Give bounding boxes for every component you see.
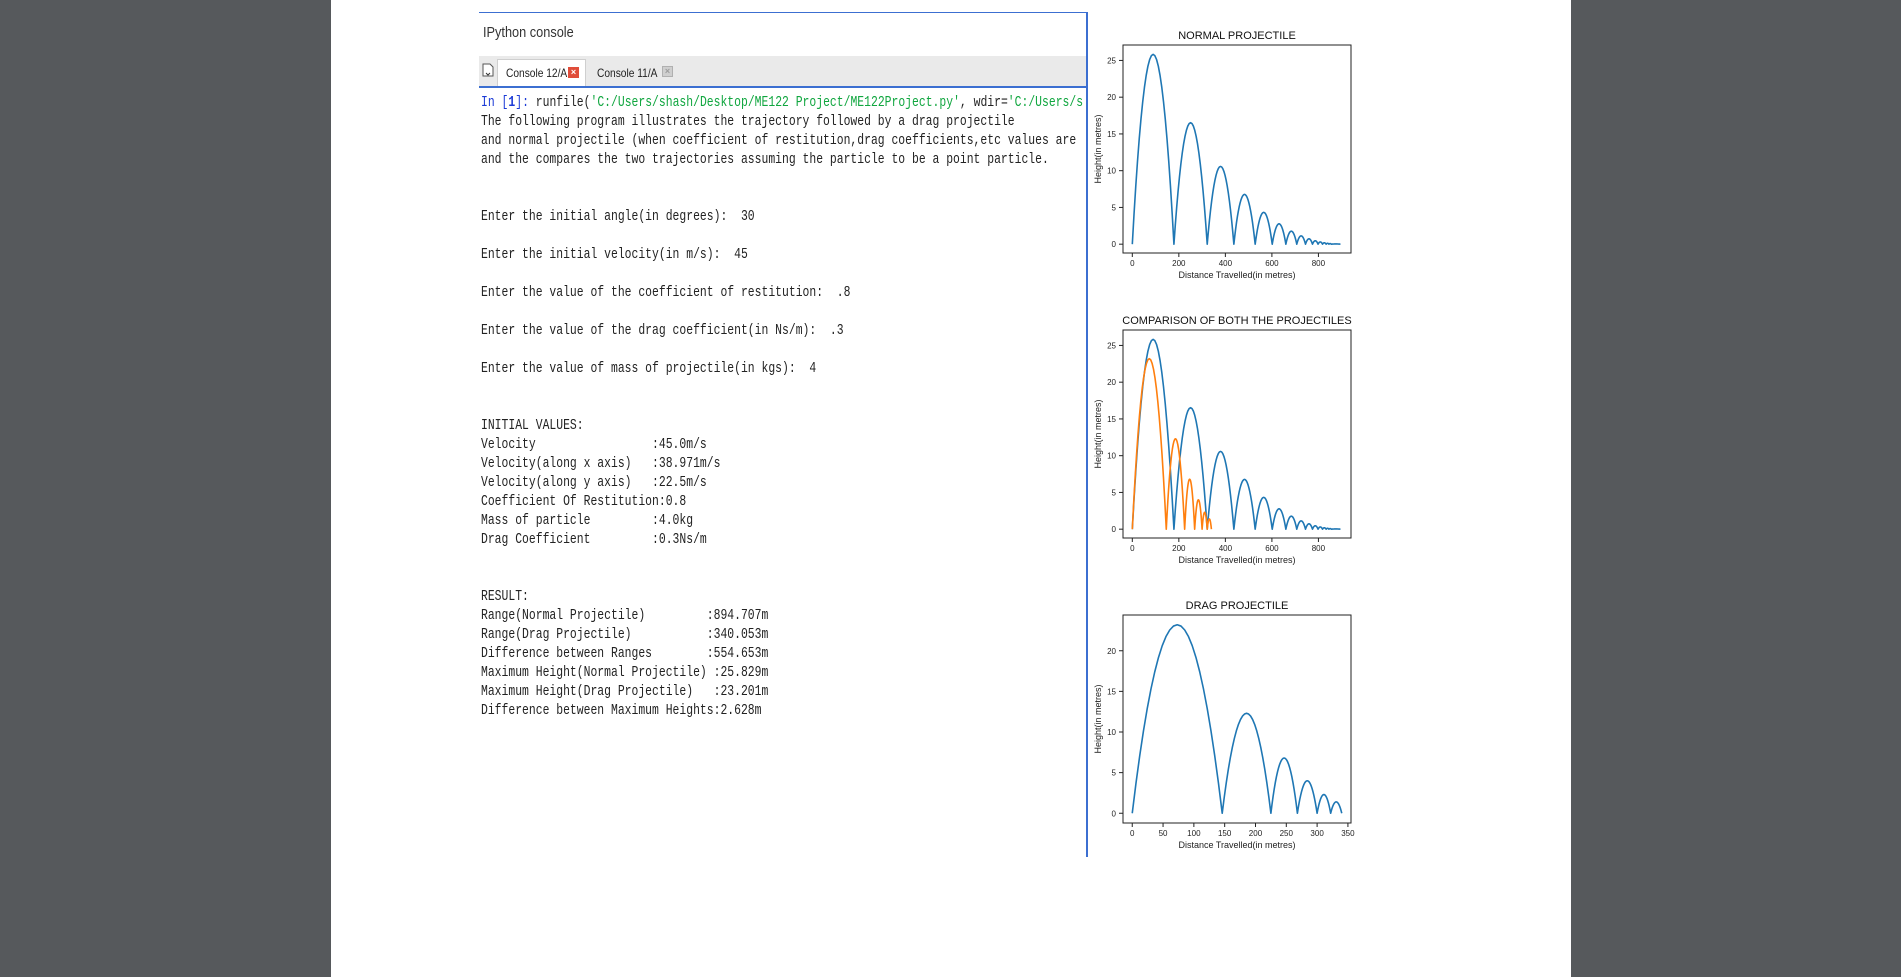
chart-title: DRAG PROJECTILE [1186, 600, 1289, 612]
intro-line: The following program illustrates the tr… [481, 113, 1015, 130]
x-tick-label: 0 [1130, 259, 1135, 268]
initial-value-line: Coefficient Of Restitution:0.8 [481, 493, 687, 510]
y-tick-label: 5 [1112, 203, 1117, 212]
runfile-wdir: 'C:/Users/shash/Desk [1007, 94, 1084, 111]
prompt-close: ]: [515, 94, 536, 111]
y-tick-label: 10 [1107, 452, 1116, 461]
series-line-2 [1131, 357, 1213, 530]
y-tick-label: 0 [1112, 809, 1117, 818]
input-line: Enter the initial velocity(in m/s): 45 [481, 246, 748, 263]
x-tick-label: 250 [1280, 829, 1294, 838]
tab-label: Console 11/A [597, 65, 658, 80]
close-icon[interactable]: × [662, 66, 673, 77]
x-tick-label: 400 [1219, 259, 1233, 268]
plot-area-frame [1122, 44, 1352, 254]
x-axis-label: Distance Travelled(in metres) [1178, 840, 1295, 850]
panel-splitter[interactable] [1086, 12, 1088, 857]
tab-console-11a[interactable]: Console 11/A × [589, 59, 679, 86]
series-line-1 [1131, 623, 1343, 815]
y-axis-label: Height(in metres) [1093, 399, 1103, 468]
result-line: Range(Normal Projectile) :894.707m [481, 607, 769, 624]
document-page [331, 0, 1571, 977]
y-axis-label: Height(in metres) [1093, 114, 1103, 183]
input-line: Enter the initial angle(in degrees): 30 [481, 208, 755, 225]
x-tick-label: 400 [1219, 544, 1233, 553]
chart-title: COMPARISON OF BOTH THE PROJECTILES [1122, 315, 1351, 327]
input-line: Enter the value of the drag coefficient(… [481, 322, 844, 339]
runfile-path: 'C:/Users/shash/Desktop/ME122 Project/ME… [590, 94, 960, 111]
x-tick-label: 100 [1187, 829, 1201, 838]
y-tick-label: 0 [1112, 240, 1117, 249]
new-console-icon[interactable] [482, 63, 494, 77]
x-tick-label: 0 [1130, 544, 1135, 553]
panel-top-border [479, 12, 1087, 13]
y-tick-label: 5 [1112, 488, 1117, 497]
y-tick-label: 20 [1107, 647, 1116, 656]
initial-value-line: Velocity(along x axis) :38.971m/s [481, 455, 721, 472]
runfile-sep: , wdir= [959, 94, 1008, 111]
x-tick-label: 300 [1310, 829, 1324, 838]
series-line-1 [1131, 53, 1341, 245]
tab-console-12a[interactable]: Console 12/A × [497, 59, 586, 86]
y-tick-label: 15 [1107, 130, 1116, 139]
y-tick-label: 25 [1107, 56, 1116, 65]
console-tab-bar: Console 12/A × Console 11/A × [479, 56, 1086, 88]
x-tick-label: 350 [1341, 829, 1355, 838]
y-tick-label: 20 [1107, 93, 1116, 102]
initial-value-line: Velocity :45.0m/s [481, 436, 707, 453]
plot-area-frame [1122, 329, 1352, 539]
panel-title: IPython console [483, 24, 574, 41]
y-tick-label: 15 [1107, 687, 1116, 696]
x-tick-label: 150 [1218, 829, 1232, 838]
tab-label: Console 12/A [506, 66, 568, 80]
result-line: Difference between Maximum Heights:2.628… [481, 702, 762, 719]
y-tick-label: 5 [1112, 769, 1117, 778]
ipython-console-panel: IPython console Console 12/A × Console 1… [479, 12, 1088, 857]
chart-1: NORMAL PROJECTILE 0 200 400 600 800 0 5 10 15 20 25… [1093, 30, 1352, 280]
x-tick-label: 200 [1172, 259, 1186, 268]
x-axis-label: Distance Travelled(in metres) [1178, 555, 1295, 565]
y-tick-label: 20 [1107, 378, 1116, 387]
result-line: Maximum Height(Drag Projectile) :23.201m [481, 683, 769, 700]
series-line-1 [1131, 338, 1341, 530]
x-tick-label: 600 [1265, 544, 1279, 553]
x-tick-label: 800 [1312, 544, 1326, 553]
prompt-number: 1 [508, 94, 516, 111]
initial-value-line: Mass of particle :4.0kg [481, 512, 694, 529]
y-axis-label: Height(in metres) [1093, 684, 1103, 753]
y-tick-label: 10 [1107, 728, 1116, 737]
result-header: RESULT: [481, 588, 529, 605]
x-tick-label: 0 [1130, 829, 1135, 838]
initial-value-line: Drag Coefficient :0.3Ns/m [481, 531, 707, 548]
x-tick-label: 200 [1172, 544, 1186, 553]
x-axis-label: Distance Travelled(in metres) [1178, 270, 1295, 280]
x-tick-label: 50 [1159, 829, 1168, 838]
result-line: Range(Drag Projectile) :340.053m [481, 626, 769, 643]
chart-3: DRAG PROJECTILE 0 50 100 150 200 250 300 350 0 5 10… [1093, 600, 1355, 850]
prompt-in: In [ [481, 94, 509, 111]
runfile-call: runfile( [535, 94, 591, 111]
chart-title: NORMAL PROJECTILE [1178, 30, 1296, 42]
y-tick-label: 15 [1107, 415, 1116, 424]
y-tick-label: 0 [1112, 525, 1117, 534]
result-line: Maximum Height(Normal Projectile) :25.82… [481, 664, 769, 681]
y-tick-label: 25 [1107, 341, 1116, 350]
plot-area-frame [1122, 614, 1352, 824]
x-tick-label: 200 [1249, 829, 1263, 838]
initial-values-header: INITIAL VALUES: [481, 417, 584, 434]
x-tick-label: 800 [1312, 259, 1326, 268]
initial-value-line: Velocity(along y axis) :22.5m/s [481, 474, 707, 491]
x-tick-label: 600 [1265, 259, 1279, 268]
input-line: Enter the value of the coefficient of re… [481, 284, 851, 301]
input-prompt-line: In [1]: runfile('C:/Users/shash/Desktop/… [481, 93, 1084, 113]
intro-line: and the compares the two trajectories as… [481, 151, 1049, 168]
y-tick-label: 10 [1107, 167, 1116, 176]
intro-line: and normal projectile (when coefficient … [481, 132, 1084, 149]
input-line: Enter the value of mass of projectile(in… [481, 360, 817, 377]
result-line: Difference between Ranges :554.653m [481, 645, 769, 662]
close-icon[interactable]: × [568, 67, 579, 78]
console-output[interactable]: In [1]: runfile('C:/Users/shash/Desktop/… [481, 93, 1084, 853]
